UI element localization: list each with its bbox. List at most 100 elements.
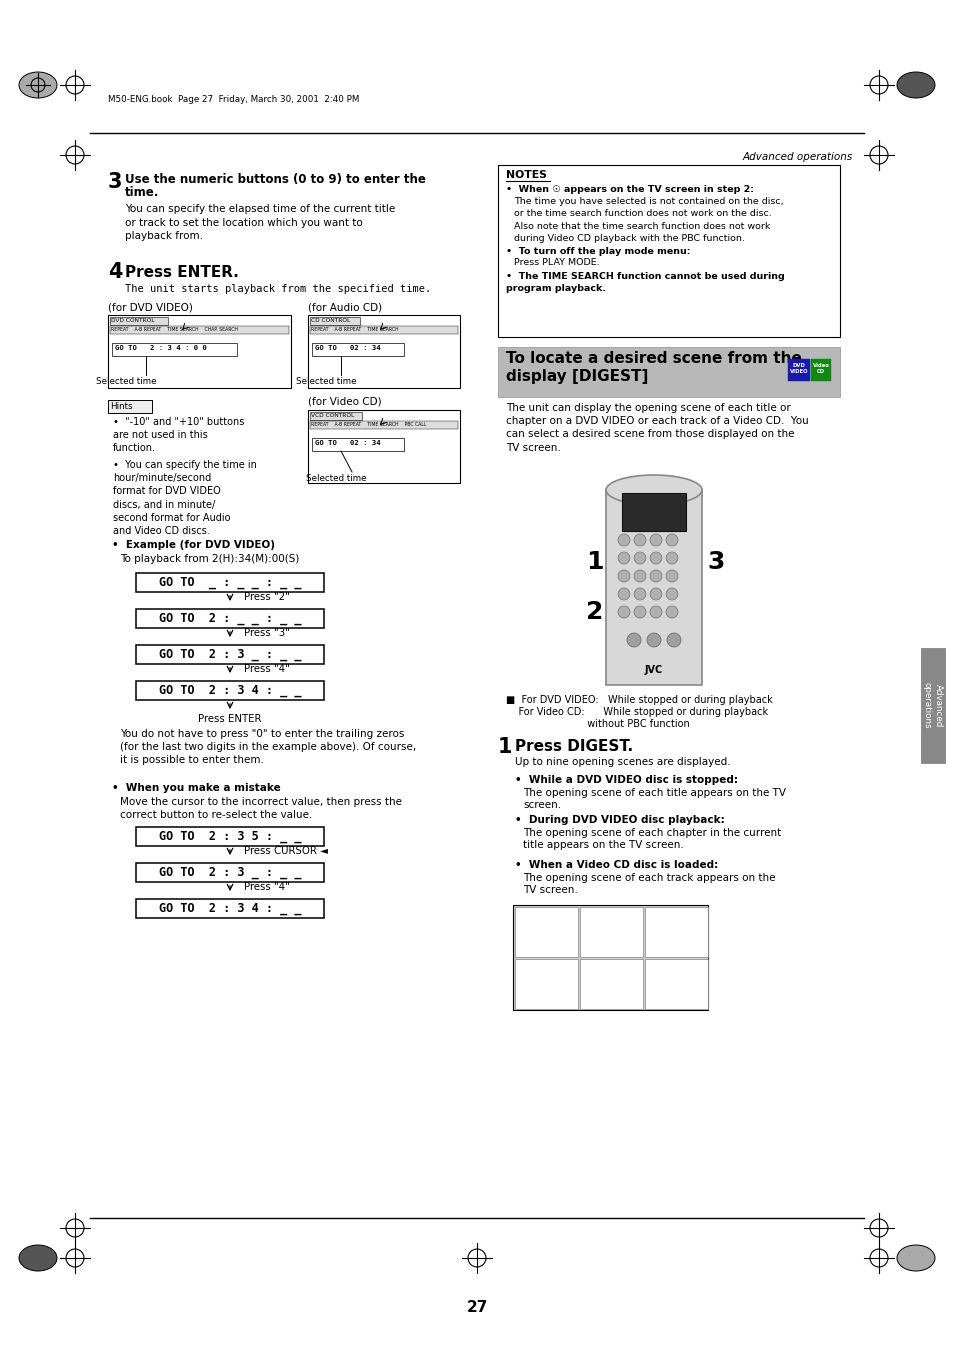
FancyBboxPatch shape bbox=[920, 648, 944, 763]
Text: Press DIGEST.: Press DIGEST. bbox=[515, 739, 633, 754]
FancyBboxPatch shape bbox=[621, 493, 685, 531]
Text: Also note that the time search function does not work
during Video CD playback w: Also note that the time search function … bbox=[514, 222, 770, 243]
Text: Press ENTER: Press ENTER bbox=[198, 713, 261, 724]
Text: Up to nine opening scenes are displayed.: Up to nine opening scenes are displayed. bbox=[515, 757, 730, 767]
FancyBboxPatch shape bbox=[136, 573, 324, 592]
FancyBboxPatch shape bbox=[310, 412, 361, 420]
Circle shape bbox=[665, 570, 678, 582]
FancyBboxPatch shape bbox=[112, 343, 236, 357]
Circle shape bbox=[634, 588, 645, 600]
Circle shape bbox=[649, 570, 661, 582]
Text: The unit can display the opening scene of each title or
chapter on a DVD VIDEO o: The unit can display the opening scene o… bbox=[505, 403, 808, 453]
Circle shape bbox=[634, 570, 645, 582]
Text: VCD CONTROL: VCD CONTROL bbox=[311, 413, 354, 417]
FancyBboxPatch shape bbox=[108, 315, 291, 388]
Text: Move the cursor to the incorrect value, then press the
correct button to re-sele: Move the cursor to the incorrect value, … bbox=[120, 797, 401, 820]
Text: (for Video CD): (for Video CD) bbox=[308, 397, 381, 407]
Text: Selected time: Selected time bbox=[95, 377, 156, 386]
Text: (for Audio CD): (for Audio CD) bbox=[308, 303, 382, 312]
Circle shape bbox=[665, 534, 678, 546]
Text: To locate a desired scene from the: To locate a desired scene from the bbox=[505, 351, 801, 366]
FancyBboxPatch shape bbox=[579, 907, 642, 957]
Circle shape bbox=[665, 553, 678, 563]
Text: GO TO   2 : 3 4 : 0 0: GO TO 2 : 3 4 : 0 0 bbox=[115, 345, 207, 351]
Text: JVC: JVC bbox=[644, 665, 662, 676]
Text: Selected time: Selected time bbox=[295, 377, 355, 386]
Text: without PBC function: without PBC function bbox=[505, 719, 689, 730]
Ellipse shape bbox=[896, 1246, 934, 1271]
Text: •  To turn off the play mode menu:: • To turn off the play mode menu: bbox=[505, 247, 690, 255]
FancyBboxPatch shape bbox=[579, 959, 642, 1009]
FancyBboxPatch shape bbox=[310, 326, 457, 334]
FancyBboxPatch shape bbox=[136, 863, 324, 882]
Text: •  While a DVD VIDEO disc is stopped:: • While a DVD VIDEO disc is stopped: bbox=[515, 775, 738, 785]
Ellipse shape bbox=[605, 476, 701, 505]
Text: REPEAT    A-B REPEAT    TIME SEARCH    PBC CALL: REPEAT A-B REPEAT TIME SEARCH PBC CALL bbox=[311, 422, 426, 427]
Text: To playback from 2(H):34(M):00(S): To playback from 2(H):34(M):00(S) bbox=[120, 554, 299, 563]
Text: M50-ENG.book  Page 27  Friday, March 30, 2001  2:40 PM: M50-ENG.book Page 27 Friday, March 30, 2… bbox=[108, 96, 359, 104]
Text: •  When ☉ appears on the TV screen in step 2:: • When ☉ appears on the TV screen in ste… bbox=[505, 185, 753, 195]
FancyBboxPatch shape bbox=[644, 959, 707, 1009]
Text: The opening scene of each chapter in the current
title appears on the TV screen.: The opening scene of each chapter in the… bbox=[522, 828, 781, 850]
Text: ■  For DVD VIDEO:   While stopped or during playback: ■ For DVD VIDEO: While stopped or during… bbox=[505, 694, 772, 705]
FancyBboxPatch shape bbox=[515, 907, 578, 957]
Text: The time you have selected is not contained on the disc,
or the time search func: The time you have selected is not contai… bbox=[514, 197, 782, 218]
FancyBboxPatch shape bbox=[108, 400, 152, 413]
Text: 4: 4 bbox=[108, 262, 122, 282]
Text: Hints: Hints bbox=[110, 403, 132, 411]
FancyBboxPatch shape bbox=[605, 490, 701, 685]
Text: Advanced
operations: Advanced operations bbox=[922, 682, 943, 728]
Text: 27: 27 bbox=[466, 1301, 487, 1316]
Text: 1: 1 bbox=[497, 738, 512, 757]
Ellipse shape bbox=[19, 72, 57, 99]
Text: DVD
VIDEO: DVD VIDEO bbox=[789, 363, 807, 374]
Text: GO TO  2 : 3 4 : _ _: GO TO 2 : 3 4 : _ _ bbox=[158, 902, 301, 915]
FancyBboxPatch shape bbox=[312, 438, 403, 451]
FancyBboxPatch shape bbox=[644, 907, 707, 957]
FancyBboxPatch shape bbox=[312, 343, 403, 357]
Text: The unit starts playback from the specified time.: The unit starts playback from the specif… bbox=[125, 284, 431, 295]
Text: •  When a Video CD disc is loaded:: • When a Video CD disc is loaded: bbox=[515, 861, 718, 870]
Text: REPEAT    A-B REPEAT    TIME SEARCH    CHAP. SEARCH: REPEAT A-B REPEAT TIME SEARCH CHAP. SEAR… bbox=[111, 327, 237, 332]
Text: Advanced operations: Advanced operations bbox=[742, 153, 852, 162]
Circle shape bbox=[618, 588, 629, 600]
Text: •  The TIME SEARCH function cannot be used during
program playback.: • The TIME SEARCH function cannot be use… bbox=[505, 272, 784, 293]
Text: display [DIGEST]: display [DIGEST] bbox=[505, 369, 648, 384]
Text: Video
CD: Video CD bbox=[812, 363, 828, 374]
FancyBboxPatch shape bbox=[497, 347, 840, 397]
FancyBboxPatch shape bbox=[136, 898, 324, 917]
Text: You do not have to press "0" to enter the trailing zeros
(for the last two digit: You do not have to press "0" to enter th… bbox=[120, 730, 416, 766]
Circle shape bbox=[634, 607, 645, 617]
FancyBboxPatch shape bbox=[497, 165, 840, 336]
Circle shape bbox=[626, 634, 640, 647]
Text: (for DVD VIDEO): (for DVD VIDEO) bbox=[108, 303, 193, 312]
Text: CD CONTROL: CD CONTROL bbox=[311, 317, 350, 323]
Text: Use the numeric buttons (0 to 9) to enter the: Use the numeric buttons (0 to 9) to ente… bbox=[125, 173, 425, 186]
FancyBboxPatch shape bbox=[308, 315, 459, 388]
Circle shape bbox=[665, 588, 678, 600]
Text: •  During DVD VIDEO disc playback:: • During DVD VIDEO disc playback: bbox=[515, 815, 724, 825]
Circle shape bbox=[646, 634, 660, 647]
FancyBboxPatch shape bbox=[310, 422, 457, 430]
Circle shape bbox=[666, 634, 680, 647]
FancyBboxPatch shape bbox=[515, 959, 578, 1009]
Text: 2: 2 bbox=[585, 600, 602, 624]
Text: The opening scene of each title appears on the TV
screen.: The opening scene of each title appears … bbox=[522, 788, 785, 811]
Text: 3: 3 bbox=[706, 550, 723, 574]
FancyBboxPatch shape bbox=[513, 905, 707, 1011]
Text: 3: 3 bbox=[108, 172, 122, 192]
Ellipse shape bbox=[19, 1246, 57, 1271]
FancyBboxPatch shape bbox=[310, 317, 359, 326]
FancyBboxPatch shape bbox=[136, 681, 324, 700]
Text: •  Example (for DVD VIDEO): • Example (for DVD VIDEO) bbox=[112, 540, 274, 550]
Circle shape bbox=[618, 607, 629, 617]
FancyBboxPatch shape bbox=[136, 609, 324, 628]
Text: Press "4": Press "4" bbox=[244, 882, 290, 892]
FancyBboxPatch shape bbox=[136, 827, 324, 846]
Circle shape bbox=[649, 534, 661, 546]
Text: DVD CONTROL: DVD CONTROL bbox=[111, 317, 154, 323]
Circle shape bbox=[618, 570, 629, 582]
FancyBboxPatch shape bbox=[787, 359, 809, 381]
Text: time.: time. bbox=[125, 186, 159, 199]
Text: REPEAT    A-B REPEAT    TIME SEARCH: REPEAT A-B REPEAT TIME SEARCH bbox=[311, 327, 398, 332]
